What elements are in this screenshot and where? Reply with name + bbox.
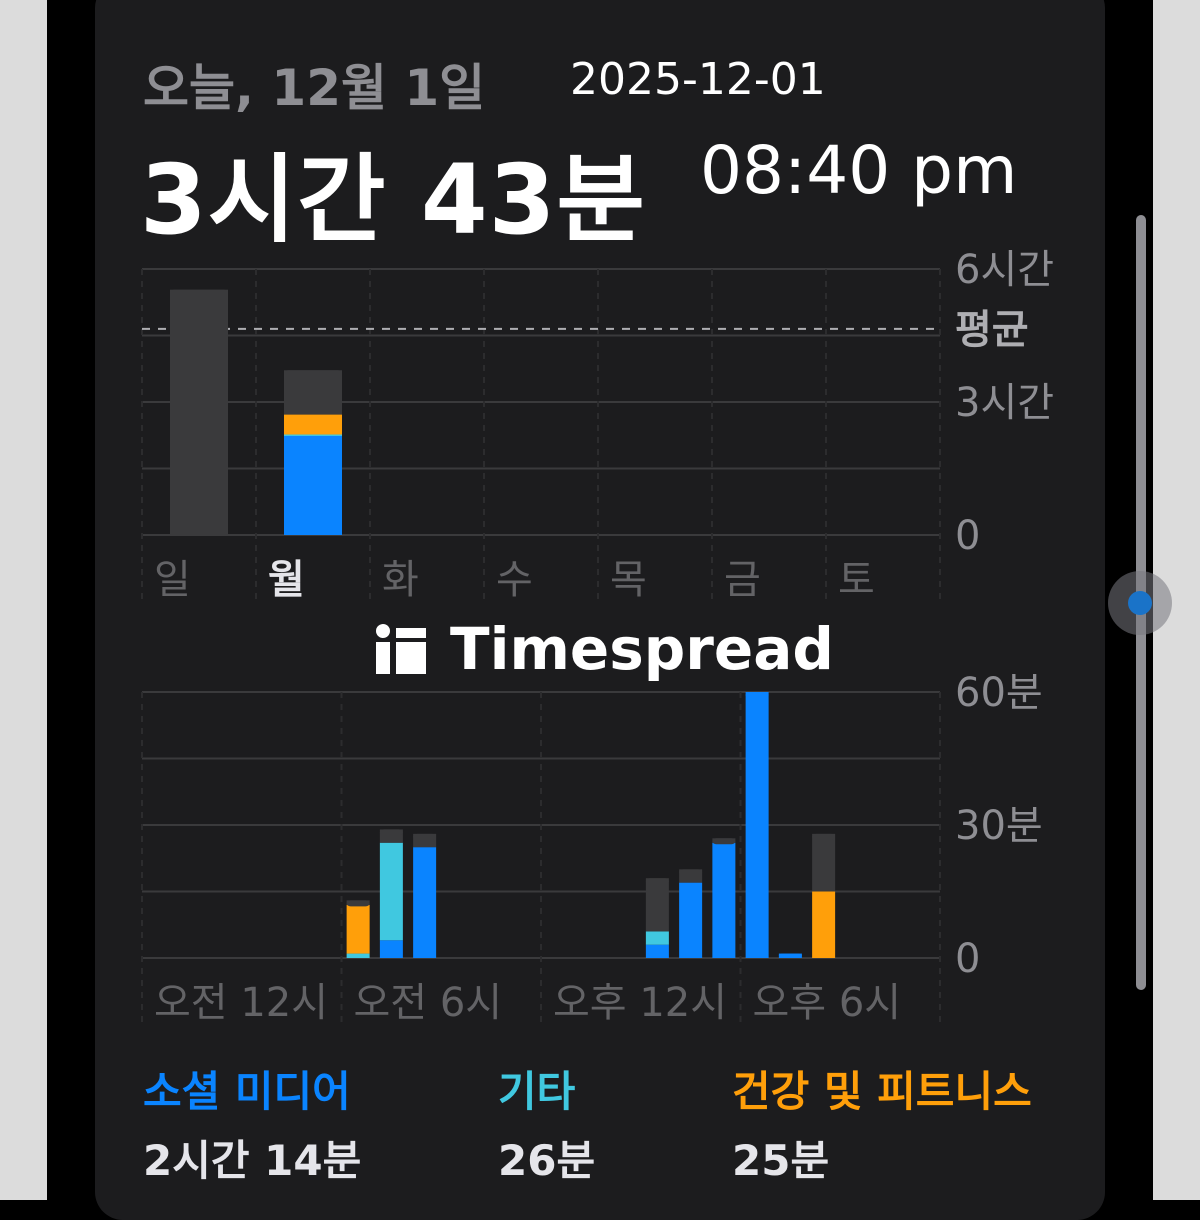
hour-ytick-zero: 0: [955, 936, 980, 982]
hour-bar-20-cap: [812, 833, 836, 840]
scroll-handle[interactable]: [1108, 571, 1172, 635]
date-label: 오늘, 12월 1일: [143, 59, 486, 117]
legend-health-label: 건강 및 피트니스: [732, 1067, 1032, 1116]
screen-time-card: [95, 0, 1105, 1220]
average-label: 평균: [955, 307, 1029, 353]
week-bar-1-seg-1: [284, 434, 342, 436]
hour-xtick-1: 오전 6시: [354, 980, 503, 1026]
hour-bar-16-cap: [679, 869, 703, 876]
hour-bar-15-seg-3: [645, 878, 669, 932]
scroll-handle-dot: [1128, 591, 1152, 615]
watermark-text: Timespread: [450, 615, 834, 683]
week-ytick-max: 6시간: [955, 247, 1054, 293]
week-xtick-4: 목: [610, 557, 647, 603]
hour-xtick-3: 오후 6시: [753, 980, 902, 1026]
hour-bar-20-seg-3: [812, 833, 836, 892]
week-xtick-5: 금: [724, 557, 761, 603]
hour-bar-6-seg-1: [346, 953, 370, 958]
week-bar-0-cap: [170, 289, 228, 296]
hour-bar-15-seg-0: [645, 944, 669, 958]
legend-health[interactable]: 건강 및 피트니스 25분: [732, 1058, 1032, 1188]
watermark-logo-icon: [376, 624, 426, 674]
week-xtick-2: 화: [382, 557, 419, 603]
hour-bar-6-seg-2: [346, 904, 370, 954]
legend-social[interactable]: 소셜 미디어 2시간 14분: [143, 1058, 361, 1188]
watermark: Timespread: [376, 614, 834, 684]
hour-xtick-2: 오후 12시: [553, 980, 727, 1026]
hour-bar-18-seg-0: [745, 692, 769, 958]
legend-health-value: 25분: [732, 1136, 830, 1185]
total-time: 3시간 43분: [140, 144, 646, 256]
week-ytick-zero: 0: [955, 513, 980, 559]
hour-bar-8-seg-0: [413, 847, 437, 958]
legend-other[interactable]: 기타 26분: [498, 1058, 595, 1188]
hour-bar-15-seg-1: [645, 931, 669, 945]
hour-bar-17-seg-0: [712, 842, 736, 958]
hour-bar-8-cap: [413, 833, 437, 840]
legend-other-label: 기타: [498, 1067, 576, 1116]
legend-social-label: 소셜 미디어: [143, 1067, 351, 1116]
hour-bar-7-seg-1: [379, 842, 403, 941]
left-margin: [0, 0, 47, 1200]
hour-ytick-max: 60분: [955, 670, 1043, 716]
hour-bar-15-cap: [645, 878, 669, 885]
week-bar-1-seg-3: [284, 370, 342, 415]
week-bar-1-seg-2: [284, 414, 342, 435]
hour-bar-7-cap: [379, 829, 403, 836]
overlay-time: 08:40 pm: [700, 132, 1018, 209]
hour-bar-6-cap: [346, 900, 370, 907]
week-bar-1-seg-0: [284, 435, 342, 535]
hour-bar-17-cap: [712, 838, 736, 845]
legend-other-value: 26분: [498, 1136, 596, 1185]
hour-bar-7-seg-0: [379, 940, 403, 958]
hour-ytick-mid: 30분: [955, 803, 1043, 849]
week-bar-1-cap: [284, 370, 342, 377]
week-xtick-1: 월: [268, 557, 305, 603]
week-xtick-6: 토: [838, 557, 875, 603]
week-bar-0-seg-3: [170, 289, 228, 535]
hour-bar-19-cap: [778, 953, 802, 958]
week-xtick-3: 수: [496, 557, 533, 603]
hour-xtick-0: 오전 12시: [154, 980, 328, 1026]
hour-bar-20-seg-2: [812, 891, 836, 958]
overlay-date: 2025-12-01: [570, 54, 826, 105]
week-xtick-0: 일: [154, 557, 191, 603]
week-ytick-mid: 3시간: [955, 380, 1054, 426]
legend-social-value: 2시간 14분: [143, 1136, 362, 1185]
hour-bar-16-seg-0: [679, 882, 703, 958]
hour-bar-18-cap: [745, 692, 769, 698]
